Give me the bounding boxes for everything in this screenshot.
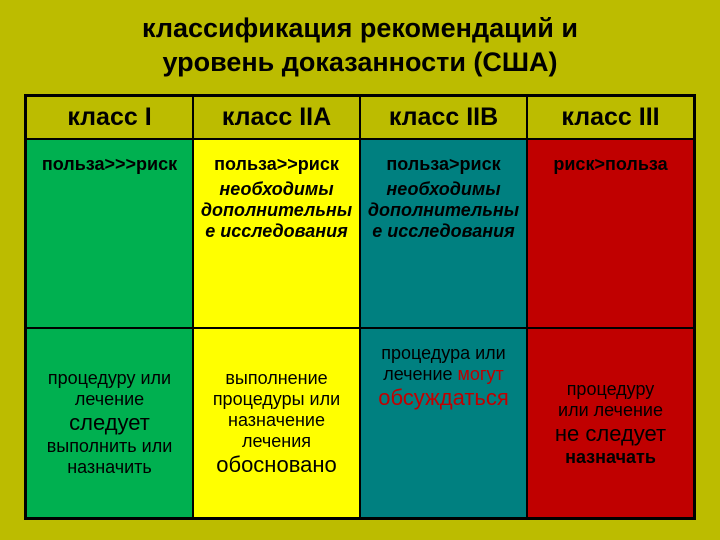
r2c1-l1: польза>>>риск (42, 154, 177, 175)
r3c3-l2pre: лечение (383, 364, 457, 384)
row3-col2: выполнение процедуры или назначение лече… (193, 328, 360, 518)
r3c4-emph: не следует (555, 421, 666, 447)
r2c2-l3: дополнительны (201, 200, 352, 221)
r3c2-emph: обосновано (216, 452, 337, 478)
r2c2-l2: необходимы (219, 179, 333, 200)
r3c3-l2red: могут (458, 364, 504, 384)
row3-col4: процедуру или лечение не следует назнача… (527, 328, 694, 518)
r3c3-emph: обсуждаться (378, 385, 509, 411)
title-line2: уровень доказанности (США) (24, 46, 696, 80)
r3c2-l1: выполнение (225, 368, 327, 389)
r3c2-l3: назначение (228, 410, 325, 431)
r2c3-l2: необходимы (386, 179, 500, 200)
r2c3-l1: польза>риск (386, 154, 500, 175)
header-class-3: класс III (527, 96, 694, 139)
r3c4-l1: процедуру (567, 379, 655, 400)
row2-col3: польза>риск необходимы дополнительны е и… (360, 139, 527, 329)
slide: классификация рекомендаций и уровень док… (0, 0, 720, 540)
r3c3-l1: процедура или (381, 343, 505, 364)
r2c4-l1: риск>польза (553, 154, 667, 175)
r3c1-l2: лечение (75, 389, 144, 410)
r3c4-l2: или лечение (558, 400, 663, 421)
row2-col4: риск>польза (527, 139, 694, 329)
slide-title: классификация рекомендаций и уровень док… (24, 12, 696, 80)
r2c3-l3: дополнительны (368, 200, 519, 221)
header-class-2b: класс IIВ (360, 96, 527, 139)
row2-col1: польза>>>риск (26, 139, 193, 329)
r3c3-l2: лечение могут (383, 364, 504, 385)
classification-table: класс I класс IIА класс IIВ класс III по… (24, 94, 696, 521)
header-class-1: класс I (26, 96, 193, 139)
row2-col2: польза>>риск необходимы дополнительны е … (193, 139, 360, 329)
r3c1-l1: процедуру или (48, 368, 171, 389)
r3c2-l2: процедуры или (213, 389, 340, 410)
r3c4-l3: назначать (565, 447, 656, 468)
r3c1-l3: выполнить или (47, 436, 173, 457)
header-class-2a: класс IIА (193, 96, 360, 139)
r2c3-l4: е исследования (372, 221, 514, 242)
row3-col3: процедура или лечение могут обсуждаться (360, 328, 527, 518)
row3-col1: процедуру или лечение следует выполнить … (26, 328, 193, 518)
title-line1: классификация рекомендаций и (24, 12, 696, 46)
r2c2-l4: е исследования (205, 221, 347, 242)
r3c1-emph: следует (69, 410, 150, 436)
r2c2-l1: польза>>риск (214, 154, 339, 175)
r3c2-l4: лечения (242, 431, 311, 452)
r3c1-l4: назначить (67, 457, 152, 478)
